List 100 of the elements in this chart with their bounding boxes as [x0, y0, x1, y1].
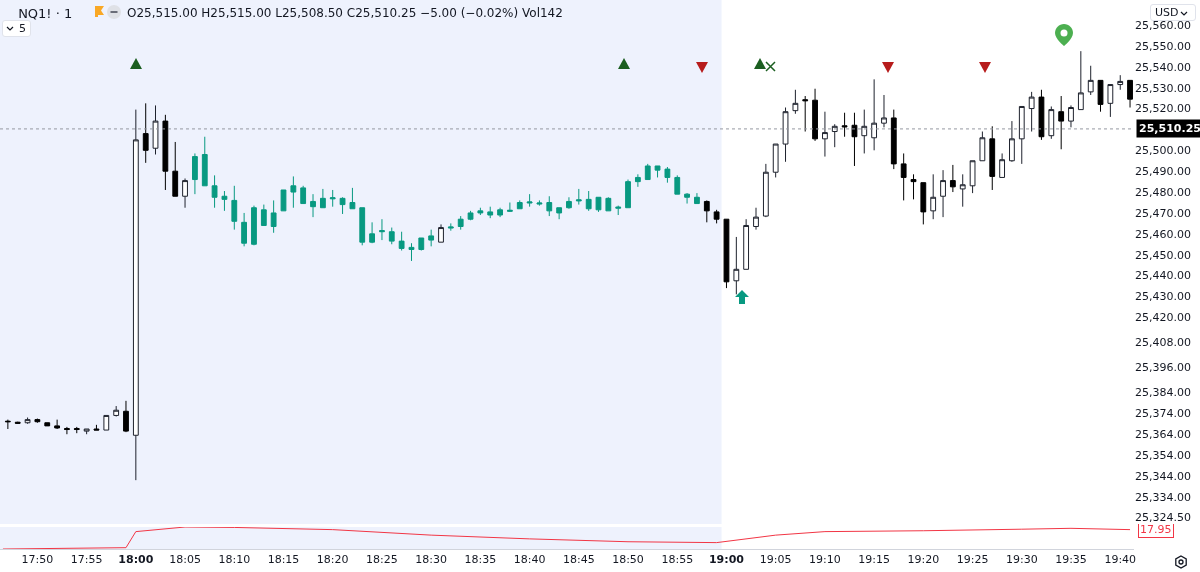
candlestick: [4, 419, 11, 430]
candlestick: [438, 223, 444, 243]
candlestick: [575, 188, 582, 206]
candlestick: [881, 94, 887, 128]
x-tick-label: 19:05: [759, 553, 792, 567]
y-tick-label: 25,520.00: [1135, 102, 1191, 116]
y-tick-label: 25,408.00: [1135, 336, 1191, 350]
x-tick-label: 18:35: [464, 553, 497, 567]
candlestick: [123, 400, 129, 433]
candlestick: [694, 192, 700, 205]
y-tick-label: 25,490.00: [1135, 165, 1191, 179]
candlestick: [487, 206, 494, 219]
x-tick-label: 18:45: [562, 553, 595, 567]
candlestick: [625, 179, 631, 209]
candlestick: [103, 414, 110, 431]
candlestick: [585, 190, 592, 212]
x-tick-label: 18:30: [415, 553, 448, 567]
candlestick: [1097, 79, 1104, 113]
text: 17.95: [1140, 523, 1172, 536]
candlestick: [290, 175, 297, 209]
candlestick: [605, 196, 612, 212]
x-tick-label: 17:50: [21, 553, 54, 567]
y-tick-label: 25,354.00: [1135, 448, 1191, 462]
x-tick-label: 17:55: [70, 553, 103, 567]
candlestick: [900, 152, 907, 201]
x-tick-label: 18:50: [612, 553, 644, 567]
candlestick: [231, 185, 238, 231]
y-tick-label: 25,530.00: [1135, 81, 1191, 95]
candlestick: [142, 102, 149, 164]
candlestick: [319, 188, 326, 209]
candlestick: [890, 109, 897, 170]
candlestick: [339, 196, 346, 215]
candlestick: [1087, 65, 1094, 96]
candlestick: [182, 177, 188, 209]
candlestick: [447, 222, 454, 232]
candlestick: [644, 163, 651, 181]
x-tick-label: 19:25: [956, 553, 989, 567]
candlestick: [664, 166, 671, 184]
text: NQ1! · 1: [18, 5, 73, 21]
candlestick: [634, 173, 641, 188]
candlestick: [428, 229, 435, 247]
candlestick: [703, 199, 710, 223]
candlestick: [270, 199, 277, 234]
y-tick-label: 25,324.50: [1135, 510, 1191, 524]
x-tick-label: 19:35: [1055, 553, 1087, 567]
y-tick-label: 25,450.00: [1135, 248, 1191, 262]
candlestick: [64, 426, 70, 435]
candlestick: [782, 107, 789, 163]
candlestick: [398, 231, 405, 252]
candlestick: [930, 173, 937, 220]
candlestick: [920, 182, 927, 225]
candlestick: [615, 205, 622, 216]
candlestick: [93, 424, 100, 431]
candlestick: [654, 165, 661, 178]
candlestick: [73, 426, 80, 434]
y-tick-label: 25,500.00: [1135, 144, 1191, 158]
candlestick: [1058, 95, 1065, 150]
candlestick: [516, 199, 523, 210]
x-tick-label: 18:15: [267, 553, 300, 567]
x-tick-label: 18:40: [513, 553, 546, 567]
candlestick: [802, 95, 809, 133]
candlestick: [329, 189, 336, 208]
candlestick: [310, 193, 316, 218]
candlestick: [713, 209, 720, 224]
candlestick: [408, 242, 415, 262]
candlestick: [241, 212, 248, 247]
y-tick-label: 25,420.00: [1135, 311, 1191, 325]
candlestick: [772, 143, 779, 178]
candlestick: [162, 114, 169, 191]
y-tick-label: 25,384.00: [1135, 386, 1191, 400]
candlestick: [1107, 84, 1114, 118]
text: USD: [1150, 4, 1196, 21]
y-tick-label: 25,364.00: [1135, 428, 1191, 442]
candlestick: [841, 112, 848, 138]
candlestick: [546, 195, 553, 217]
text: O25,515.00 H25,515.00 L25,508.50 C25,510.25 −5.00 (−0.02%) Vol142: [127, 6, 563, 20]
candlestick: [192, 152, 198, 195]
candlestick: [1018, 105, 1025, 165]
candlestick: [940, 169, 946, 218]
x-tick-label: 19:10: [809, 553, 841, 567]
candlestick: [477, 207, 484, 216]
candlestick: [54, 419, 61, 430]
x-tick-label: 19:00: [708, 553, 745, 567]
y-tick-label: 25,540.00: [1135, 60, 1191, 74]
candlestick: [113, 405, 120, 417]
candlestick: [24, 417, 31, 425]
x-tick-label: 19:20: [907, 553, 940, 567]
candlestick: [910, 173, 917, 200]
candlestick: [1068, 104, 1074, 128]
candlestick: [949, 164, 956, 193]
candlestick: [172, 141, 179, 197]
candlestick: [861, 109, 868, 154]
candlestick: [1127, 79, 1133, 109]
candlestick: [999, 152, 1006, 178]
candlestick: [418, 237, 425, 252]
candlestick: [201, 136, 208, 187]
y-tick-label: 25,396.00: [1135, 361, 1191, 375]
candlestick: [1117, 74, 1124, 91]
candlestick: [497, 207, 503, 218]
candlestick: [822, 111, 828, 158]
